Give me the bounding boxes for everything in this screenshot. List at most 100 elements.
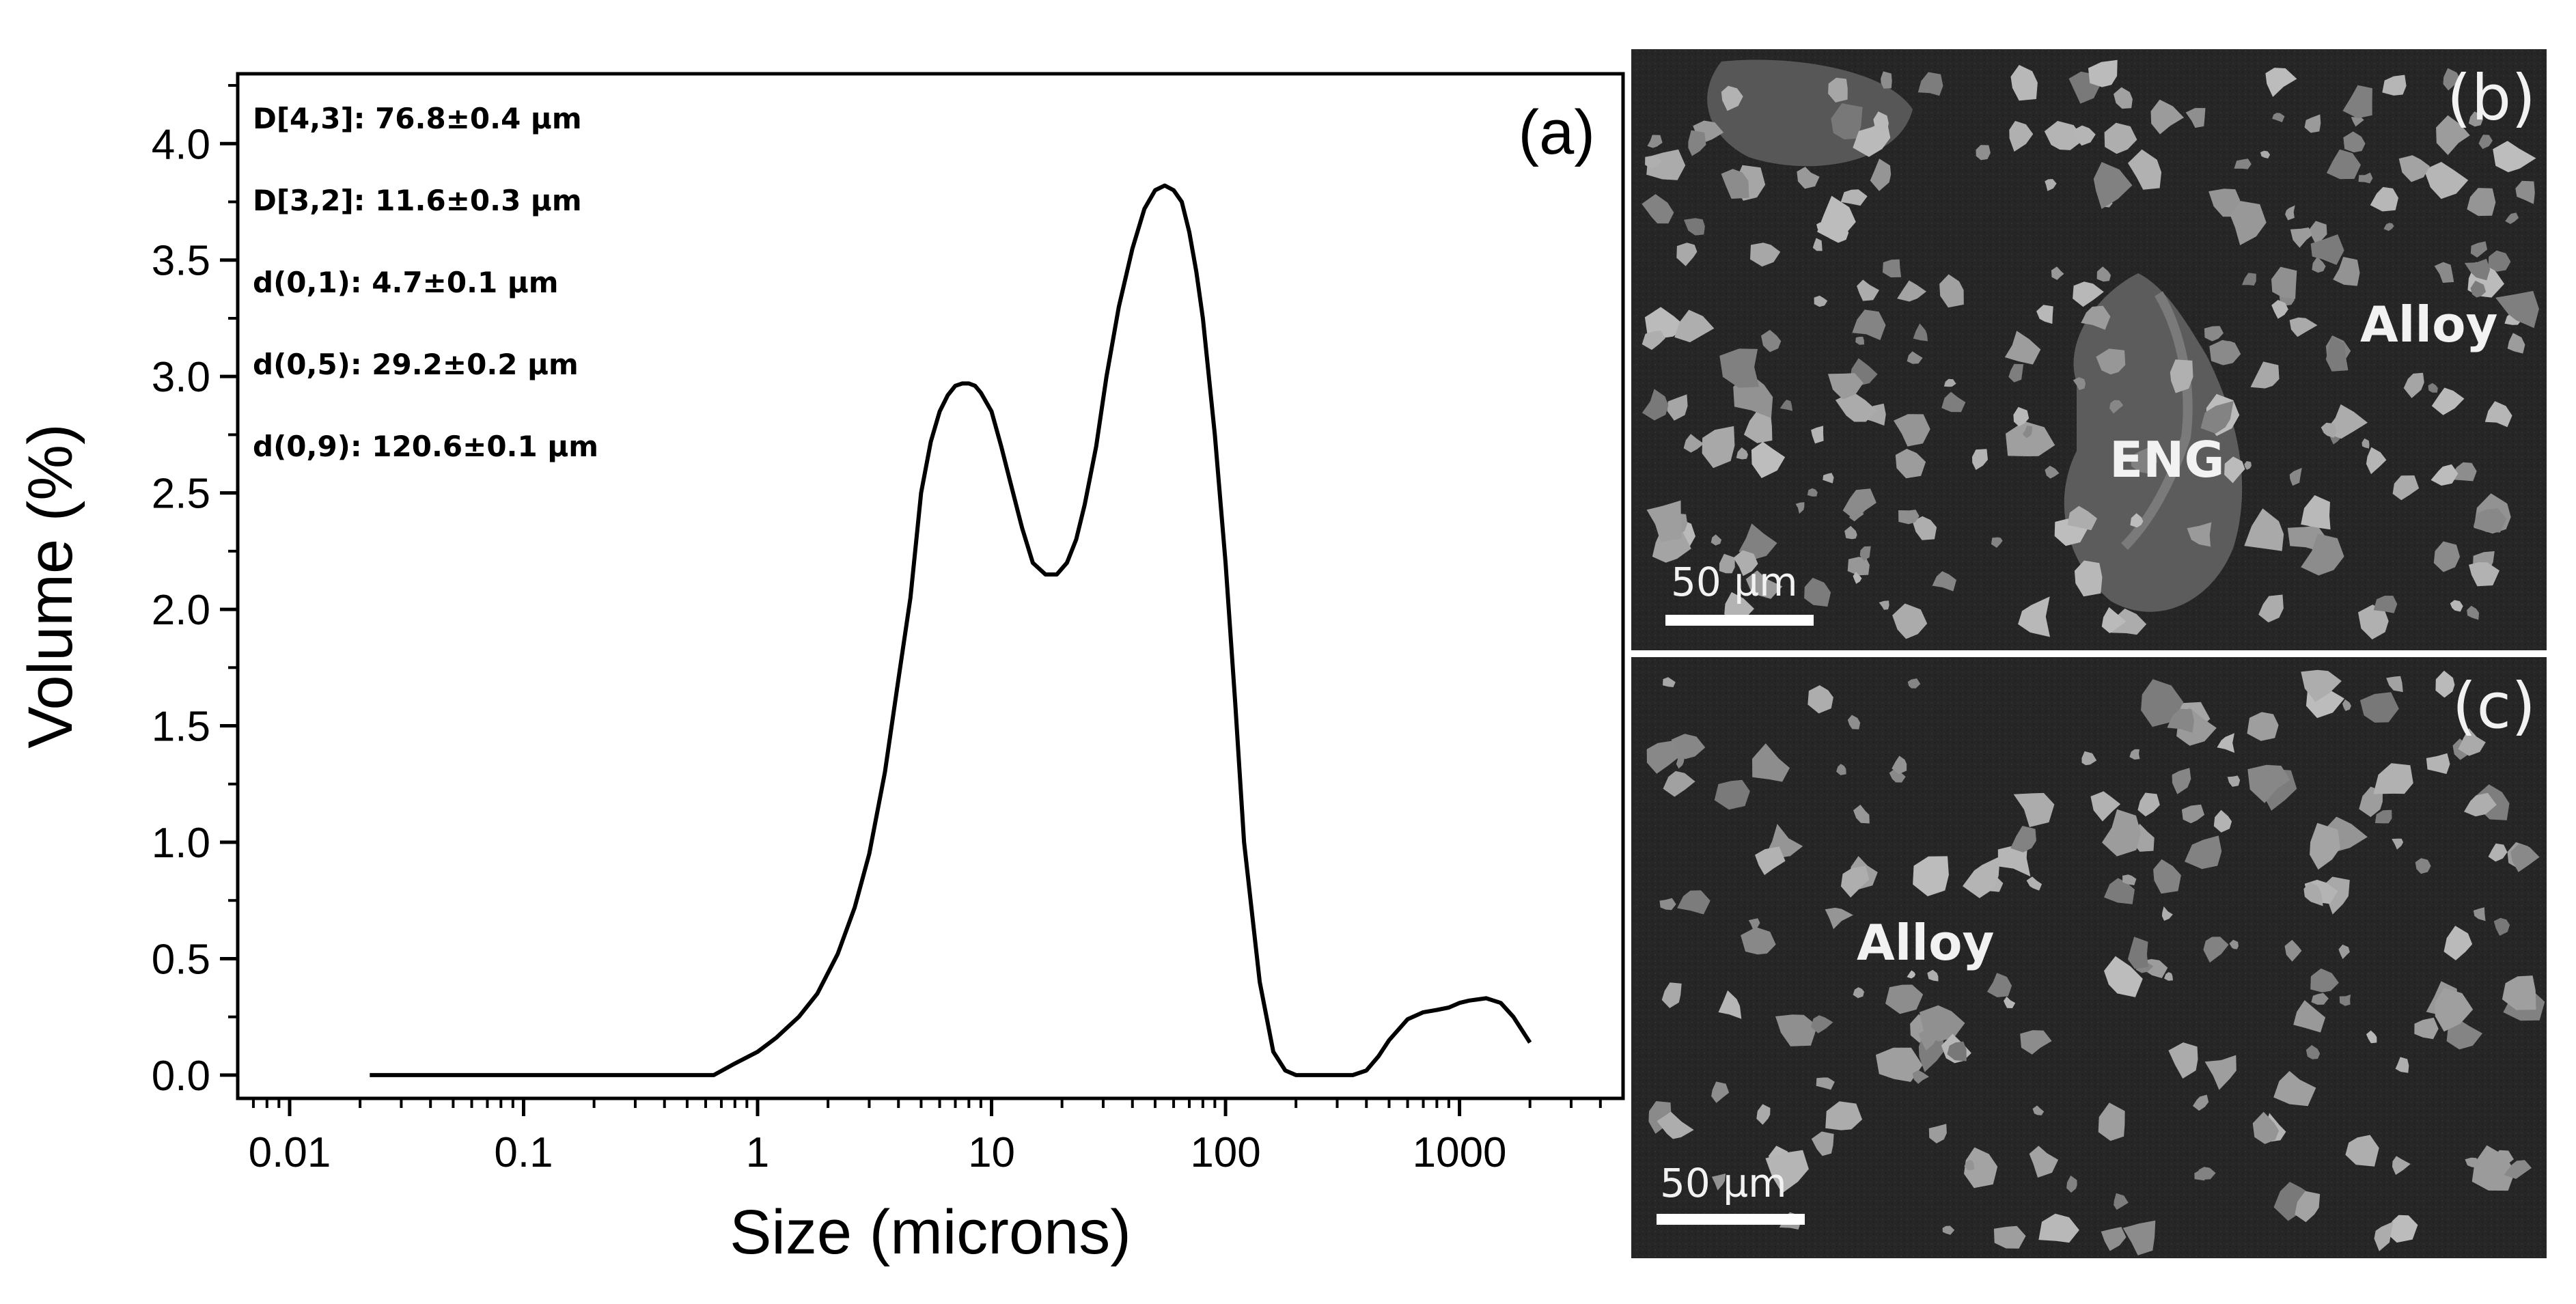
alloy-particle <box>2168 1042 2198 1079</box>
alloy-particle <box>1932 571 1956 592</box>
alloy-particle <box>1879 600 1889 610</box>
alloy-particle <box>2013 406 2030 427</box>
alloy-particle <box>1761 329 1782 352</box>
alloy-particle <box>1853 572 1862 584</box>
alloy-particle <box>1807 488 1818 497</box>
alloy-particle <box>2185 108 2206 128</box>
alloy-particle <box>1943 378 1956 387</box>
alloy-particle <box>2415 858 2431 874</box>
alloy-particle <box>1663 677 1676 687</box>
alloy-particle <box>2289 467 2302 486</box>
alloy-particles-b <box>1642 59 2539 640</box>
scale-bar-label-c: 50 µm <box>1660 1160 1787 1206</box>
alloy-particle <box>1748 918 1760 929</box>
alloy-particle <box>1947 1041 1967 1062</box>
alloy-particle <box>1816 222 1831 233</box>
alloy-particle <box>2443 68 2461 91</box>
y-tick-label: 0.0 <box>152 1053 210 1100</box>
alloy-particle <box>2074 125 2096 146</box>
alloy-particle <box>2114 1193 2129 1210</box>
alloy-particle <box>2493 917 2510 936</box>
alloy-particle <box>1671 734 1706 760</box>
alloy-particle <box>1797 167 1820 189</box>
alloy-particle <box>1844 525 1857 540</box>
alloy-particle <box>1642 194 1674 224</box>
alloy-particle <box>2469 562 2499 587</box>
alloy-particle <box>2141 679 2184 727</box>
alloy-particle <box>1928 1124 1947 1143</box>
alloy-particle <box>2301 669 2342 702</box>
alloy-particle <box>2284 939 2302 962</box>
alloy-particle <box>2464 792 2497 817</box>
alloy-particle <box>2398 155 2430 182</box>
alloy-particle <box>1859 546 1871 561</box>
x-axis-tick-labels: 0.01 0.1 1 10 100 1000 <box>249 1129 1507 1176</box>
stat-d01: d(0,1): 4.7±0.1 µm <box>253 266 559 299</box>
y-tick-label: 3.5 <box>152 238 210 285</box>
alloy-particle <box>1657 1111 1694 1139</box>
alloy-particle <box>2428 383 2438 393</box>
sem-image-panel-c: (c) Alloy 50 µm <box>1631 657 2547 1258</box>
alloy-particle <box>2436 115 2470 155</box>
alloy-particle <box>2359 786 2383 818</box>
alloy-particle <box>1659 898 1676 911</box>
alloy-particle <box>1677 890 1711 915</box>
alloy-particle <box>2467 188 2496 217</box>
alloy-particle <box>1795 502 1805 514</box>
alloy-particle <box>1674 309 1715 343</box>
alloy-particle <box>2310 822 2340 870</box>
alloy-particle <box>1752 743 1790 782</box>
alloy-particle <box>2131 445 2157 475</box>
alloy-particle <box>1644 307 1687 338</box>
alloy-particle <box>1829 222 1849 243</box>
alloy-particle <box>2430 464 2459 486</box>
alloy-particle <box>2234 158 2252 169</box>
alloy-particle <box>1741 927 1776 955</box>
alloy-particle <box>2289 317 2318 337</box>
alloy-particle <box>2301 533 2344 576</box>
alloy-particle <box>2362 438 2370 449</box>
alloy-particle <box>2458 728 2486 756</box>
alloy-particle <box>2333 257 2360 286</box>
alloy-particle <box>1811 1015 1833 1034</box>
alloy-particle <box>2285 205 2295 221</box>
alloy-particle <box>2193 1094 2209 1111</box>
alloy-particle <box>2197 1167 2216 1180</box>
alloy-particle <box>2073 377 2086 390</box>
alloy-particle <box>2345 1135 2379 1167</box>
alloy-particle <box>1873 111 1889 132</box>
x-tick-label: 0.01 <box>249 1129 331 1176</box>
stat-d32: D[3,2]: 11.6±0.3 µm <box>253 184 582 217</box>
alloy-particle <box>1882 259 1902 278</box>
alloy-particle <box>1913 856 1949 897</box>
alloy-particle <box>2227 775 2241 787</box>
plot-frame <box>236 72 1625 1100</box>
alloy-particle <box>1647 135 1663 148</box>
alloy-particle <box>2170 359 2193 393</box>
alloy-particle <box>2507 333 2525 354</box>
alloy-particle <box>2478 135 2493 150</box>
alloy-particle <box>1963 856 2000 898</box>
alloy-particle <box>2101 1227 2127 1251</box>
alloy-particle <box>1894 414 1930 447</box>
alloy-particle <box>2358 605 2389 640</box>
alloy-particle <box>1711 1174 1726 1191</box>
alloy-particle <box>2164 972 2173 981</box>
y-axis-label: Volume (%) <box>16 424 85 749</box>
alloy-particle <box>2312 256 2326 273</box>
alloy-particle <box>1913 323 1928 342</box>
alloy-particle <box>1719 553 1735 574</box>
size-distribution-chart: 0.01 0.1 1 10 100 1000 0.0 0.5 1.0 1.5 2.0 2.5 3.0 3… <box>16 72 1625 1267</box>
alloy-particle <box>2252 1111 2280 1144</box>
alloy-particle <box>2244 461 2252 470</box>
alloy-particle <box>2104 122 2137 154</box>
alloy-particle <box>2470 241 2488 258</box>
alloy-particle <box>2204 326 2224 342</box>
alloy-particle <box>1939 274 1964 308</box>
alloy-particle <box>1751 441 1786 478</box>
panel-label-a: (a) <box>1519 98 1595 167</box>
panel-label-b: (b) <box>2447 61 2536 135</box>
alloy-particle <box>1711 1081 1730 1103</box>
alloy-particle <box>2310 234 2344 265</box>
